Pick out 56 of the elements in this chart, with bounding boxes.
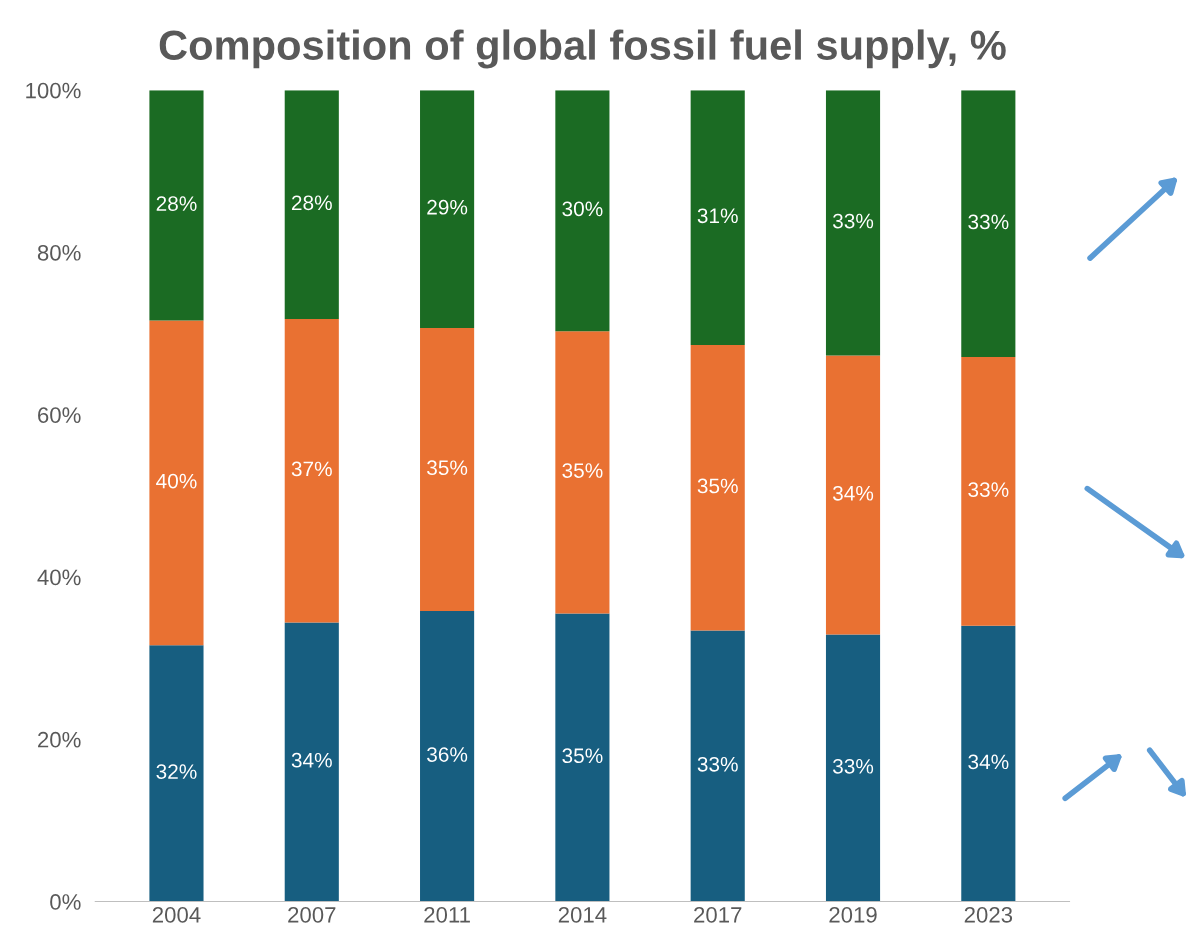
bar <box>555 331 610 614</box>
x-tick-label: 2017 <box>694 907 742 923</box>
data-label: 34% <box>291 752 332 768</box>
bar <box>961 625 1016 902</box>
bar <box>284 90 339 319</box>
y-tick-label: 20% <box>38 731 81 748</box>
bar <box>825 90 881 356</box>
x-tick-label: 2011 <box>424 907 470 923</box>
data-label: 33% <box>968 214 1009 230</box>
data-label: 35% <box>562 748 603 764</box>
bar <box>149 320 204 646</box>
y-tick-label: 60% <box>38 407 81 423</box>
data-label: 30% <box>562 201 603 217</box>
bar <box>420 327 475 612</box>
bar <box>149 645 204 902</box>
data-label: 33% <box>968 482 1009 497</box>
bar <box>284 318 339 623</box>
x-tick-label: 2004 <box>152 907 201 923</box>
y-tick-label: 40% <box>37 569 81 586</box>
data-label: 35% <box>697 478 738 494</box>
data-label: 35% <box>427 460 468 476</box>
bar <box>690 344 745 631</box>
chart-title: Composition of global fossil fuel supply, % <box>159 29 1006 69</box>
data-label: 33% <box>697 756 738 772</box>
bar <box>149 90 204 321</box>
bar <box>555 613 610 902</box>
bar <box>961 90 1016 358</box>
bar <box>420 611 475 902</box>
data-label: 29% <box>427 199 468 215</box>
bar <box>961 357 1016 626</box>
data-label: 33% <box>832 213 874 229</box>
data-label: 28% <box>291 195 332 211</box>
data-label: 40% <box>156 473 197 489</box>
x-tick-label: 2007 <box>288 907 336 923</box>
y-tick-label: 100% <box>26 82 81 99</box>
data-label: 31% <box>697 208 738 224</box>
data-label: 28% <box>156 196 197 211</box>
bar <box>690 90 745 345</box>
data-label: 32% <box>156 764 197 779</box>
data-label: 34% <box>832 485 874 501</box>
bar <box>555 90 610 332</box>
data-label: 35% <box>562 463 603 478</box>
x-tick-label: 2014 <box>558 907 607 923</box>
x-tick-label: 2019 <box>829 907 877 923</box>
y-tick-label: 80% <box>37 244 81 261</box>
bar <box>284 622 339 902</box>
bar <box>825 355 881 635</box>
data-label: 36% <box>427 747 468 762</box>
y-tick-label: 0% <box>50 894 81 910</box>
bar <box>690 630 745 902</box>
x-tick-label: 2023 <box>964 907 1013 923</box>
data-label: 37% <box>291 461 332 477</box>
data-label: 33% <box>832 758 874 774</box>
data-label: 34% <box>968 754 1009 770</box>
bar <box>420 90 475 328</box>
bar <box>825 634 881 902</box>
